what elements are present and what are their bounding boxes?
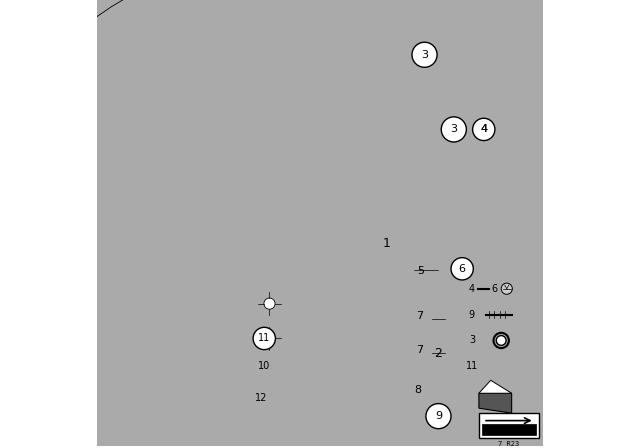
Text: 6: 6	[459, 264, 466, 274]
Circle shape	[472, 118, 495, 141]
Text: 7: 7	[416, 345, 423, 355]
Text: 3: 3	[469, 336, 475, 345]
Text: 7: 7	[416, 310, 423, 321]
Circle shape	[501, 283, 513, 294]
Bar	[429, 391, 435, 401]
Text: 3: 3	[451, 125, 458, 134]
Polygon shape	[479, 380, 511, 393]
Text: 10: 10	[257, 362, 270, 371]
Bar	[482, 424, 536, 435]
Circle shape	[264, 333, 275, 344]
Circle shape	[253, 327, 275, 349]
Circle shape	[257, 326, 282, 351]
Text: 4: 4	[480, 125, 487, 134]
Circle shape	[180, 363, 192, 374]
Circle shape	[322, 96, 353, 127]
Text: 2: 2	[435, 347, 442, 360]
Bar	[428, 386, 436, 391]
Polygon shape	[306, 40, 449, 184]
Text: 4: 4	[480, 125, 487, 134]
Circle shape	[496, 336, 506, 345]
Text: 11: 11	[258, 333, 270, 344]
Polygon shape	[254, 397, 265, 410]
Bar	[479, 413, 539, 438]
Bar	[104, 214, 180, 418]
Circle shape	[451, 258, 474, 280]
Text: 5: 5	[417, 266, 424, 276]
FancyBboxPatch shape	[234, 276, 305, 366]
Text: 9: 9	[469, 310, 475, 319]
Circle shape	[412, 42, 437, 67]
Circle shape	[180, 323, 192, 334]
Text: 1: 1	[382, 237, 390, 250]
Circle shape	[257, 291, 282, 316]
Text: 3: 3	[421, 50, 428, 60]
Text: 11: 11	[466, 362, 478, 371]
Circle shape	[426, 404, 451, 429]
Circle shape	[264, 298, 275, 309]
Text: 7 R23: 7 R23	[498, 441, 520, 447]
Circle shape	[304, 78, 371, 145]
Text: 9: 9	[435, 411, 442, 421]
Circle shape	[441, 117, 467, 142]
Circle shape	[180, 263, 192, 274]
Text: 6: 6	[491, 284, 497, 294]
Polygon shape	[479, 393, 511, 413]
Polygon shape	[270, 376, 278, 392]
Text: 8: 8	[414, 385, 421, 395]
Text: 12: 12	[255, 393, 268, 403]
Text: 4: 4	[469, 284, 475, 294]
